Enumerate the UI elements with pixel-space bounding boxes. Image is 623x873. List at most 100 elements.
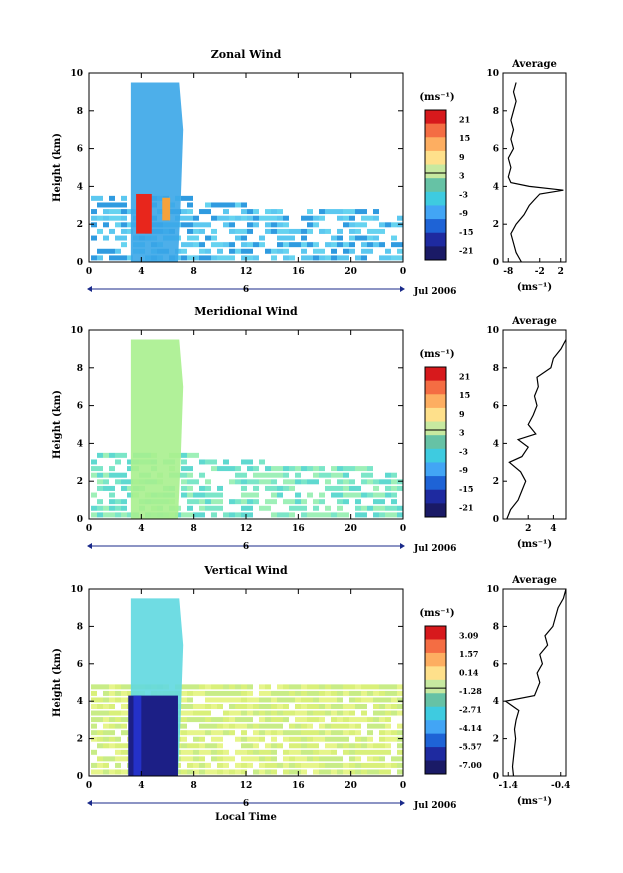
colorbar-unit: (ms⁻¹) bbox=[419, 608, 454, 619]
colorbar-tick-label: -4.14 bbox=[459, 723, 482, 733]
colorbar-tick-label: -9 bbox=[459, 465, 468, 475]
date-marker: 6 bbox=[243, 285, 249, 295]
x-tick-label: 16 bbox=[292, 267, 305, 277]
colorbar-segment bbox=[425, 448, 446, 463]
x-tick-label: 4 bbox=[138, 781, 144, 791]
x-tick-label: 20 bbox=[344, 524, 357, 534]
colorbar-frame bbox=[424, 109, 447, 261]
colorbar-segment bbox=[425, 407, 446, 423]
colorbar-tick-label: 21 bbox=[459, 371, 470, 381]
average-y-tick-label: 10 bbox=[486, 326, 499, 336]
average-x-tick-label: 2 bbox=[558, 267, 564, 277]
colorbar-tick-label: 1.57 bbox=[459, 649, 478, 659]
colorbar-segment bbox=[425, 232, 446, 247]
colorbar-tick-label: 3 bbox=[459, 428, 465, 438]
panel-title: Meridional Wind bbox=[194, 305, 298, 318]
colorbar-segment bbox=[425, 367, 446, 382]
average-y-tick-label: 4 bbox=[493, 439, 499, 449]
x-tick-label: 16 bbox=[292, 781, 305, 791]
x-tick-label: 0 bbox=[86, 524, 92, 534]
x-tick-label: 20 bbox=[344, 267, 357, 277]
average-y-tick-label: 10 bbox=[486, 69, 499, 79]
average-frame bbox=[502, 588, 567, 777]
y-tick-label: 4 bbox=[77, 439, 83, 449]
colorbar-segment bbox=[425, 679, 446, 694]
average-y-tick-label: 6 bbox=[493, 660, 499, 670]
x-tick-label: 0 bbox=[400, 524, 406, 534]
colorbar-segment bbox=[425, 246, 446, 261]
date-bar-arrow-right bbox=[400, 800, 405, 806]
colorbar-frame bbox=[424, 366, 447, 518]
average-y-tick-label: 0 bbox=[493, 515, 499, 525]
colorbar-segment bbox=[425, 137, 446, 152]
average-x-tick-label: -8 bbox=[503, 267, 513, 277]
average-title: Average bbox=[511, 59, 557, 70]
average-x-tick-label: -1.4 bbox=[499, 781, 518, 791]
average-x-tick-label: 4 bbox=[550, 524, 556, 534]
y-tick-label: 8 bbox=[77, 107, 83, 117]
average-y-tick-label: 10 bbox=[486, 585, 499, 595]
y-tick-label: 0 bbox=[77, 258, 83, 268]
average-title: Average bbox=[511, 575, 557, 586]
colorbar-tick-label: -7.00 bbox=[459, 760, 482, 770]
y-tick-label: 8 bbox=[77, 364, 83, 374]
y-tick-label: 10 bbox=[70, 585, 83, 595]
colorbar-segment bbox=[425, 205, 446, 220]
colorbar-tick-label: -9 bbox=[459, 208, 468, 218]
heatmap-field bbox=[91, 339, 403, 519]
colorbar-tick-label: -1.28 bbox=[459, 686, 482, 696]
colorbar-tick-label: 9 bbox=[459, 409, 465, 419]
y-tick-label: 8 bbox=[77, 622, 83, 632]
colorbar-segment bbox=[425, 747, 446, 762]
colorbar-tick-label: -5.57 bbox=[459, 741, 482, 751]
y-tick-label: 2 bbox=[77, 220, 83, 230]
date-bar-arrow-left bbox=[87, 800, 92, 806]
colorbar-segment bbox=[425, 164, 446, 179]
panel-title: Vertical Wind bbox=[203, 564, 288, 577]
x-tick-label: 0 bbox=[400, 781, 406, 791]
colorbar-tick-label: 3 bbox=[459, 171, 465, 181]
x-tick-label: 20 bbox=[344, 781, 357, 791]
colorbar-segment bbox=[425, 626, 446, 640]
colorbar-segment bbox=[425, 394, 446, 409]
colorbar-segment bbox=[425, 110, 446, 125]
colorbar-tick-label: -21 bbox=[459, 246, 473, 256]
average-x-label: (ms⁻¹) bbox=[517, 539, 552, 550]
colorbar-segment bbox=[425, 666, 446, 681]
x-tick-label: 8 bbox=[191, 781, 197, 791]
date-label: Jul 2006 bbox=[413, 801, 456, 811]
y-tick-label: 2 bbox=[77, 477, 83, 487]
colorbar-frame bbox=[424, 625, 447, 775]
average-y-tick-label: 2 bbox=[493, 477, 499, 487]
y-tick-label: 10 bbox=[70, 69, 83, 79]
x-axis-label: Local Time bbox=[215, 812, 277, 823]
date-label: Jul 2006 bbox=[413, 287, 456, 297]
x-tick-label: 16 bbox=[292, 524, 305, 534]
average-frame bbox=[502, 329, 567, 520]
average-y-tick-label: 6 bbox=[493, 145, 499, 155]
colorbar-tick-label: 0.14 bbox=[459, 667, 479, 677]
colorbar-segment bbox=[425, 435, 446, 450]
colorbar-tick-label: 15 bbox=[459, 133, 470, 143]
date-bar-arrow-right bbox=[400, 286, 405, 292]
y-tick-label: 10 bbox=[70, 326, 83, 336]
y-tick-label: 6 bbox=[77, 402, 83, 412]
average-x-label: (ms⁻¹) bbox=[517, 282, 552, 293]
y-tick-label: 0 bbox=[77, 772, 83, 782]
colorbar-segment bbox=[425, 219, 446, 234]
colorbar-tick-label: -15 bbox=[459, 227, 473, 237]
average-y-tick-label: 6 bbox=[493, 402, 499, 412]
y-tick-label: 6 bbox=[77, 145, 83, 155]
y-tick-label: 0 bbox=[77, 515, 83, 525]
average-y-tick-label: 8 bbox=[493, 622, 499, 632]
panel-title: Zonal Wind bbox=[211, 48, 282, 61]
x-tick-label: 8 bbox=[191, 267, 197, 277]
average-profile-line bbox=[507, 82, 564, 263]
colorbar-tick-label: -21 bbox=[459, 503, 473, 513]
x-tick-label: 0 bbox=[86, 781, 92, 791]
average-x-tick-label: 2 bbox=[525, 524, 531, 534]
date-bar-arrow-right bbox=[400, 543, 405, 549]
